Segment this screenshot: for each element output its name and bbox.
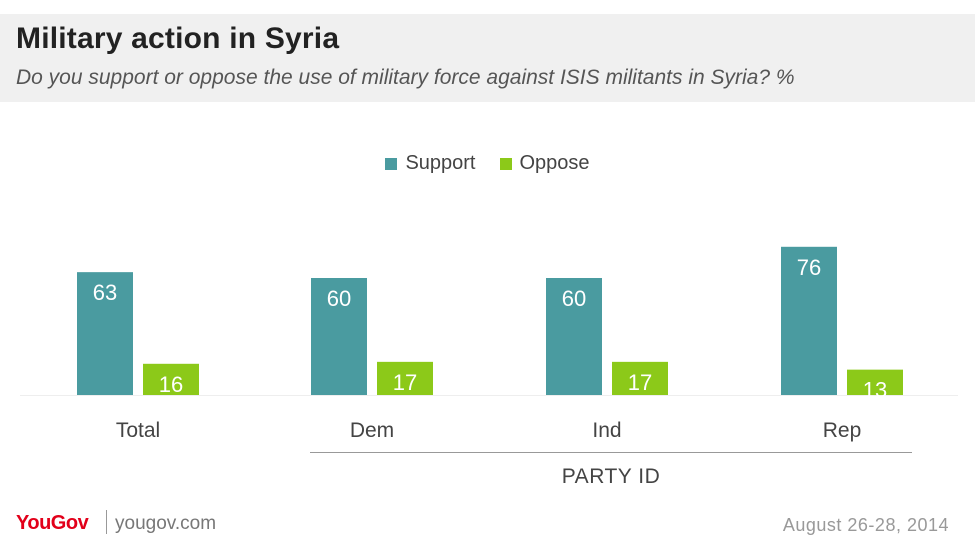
data-label-oppose-total: 16 [159, 372, 183, 397]
x-tick-label-ind: Ind [592, 419, 621, 442]
footer-url: yougov.com [115, 513, 217, 534]
data-label-support-ind: 60 [562, 286, 586, 311]
footer-divider [106, 510, 107, 534]
bar-oppose-ind [612, 361, 668, 395]
data-label-support-dem: 60 [327, 286, 351, 311]
data-label-oppose-dem: 17 [393, 370, 417, 395]
group-label-party-id: PARTY ID [562, 465, 661, 488]
x-tick-label-rep: Rep [823, 419, 862, 442]
legend-item-support: Support [385, 152, 476, 175]
data-label-support-rep: 76 [797, 255, 821, 280]
data-label-oppose-ind: 17 [628, 370, 652, 395]
chart-title: Military action in Syria [16, 22, 340, 55]
bar-support-dem [311, 278, 367, 395]
legend-label-support: Support [405, 152, 476, 174]
chart-subtitle: Do you support or oppose the use of mili… [16, 66, 795, 89]
footer-date: August 26-28, 2014 [782, 515, 949, 535]
legend-item-oppose: Oppose [499, 152, 590, 175]
bar-support-ind [546, 278, 602, 395]
data-label-oppose-rep: 13 [863, 378, 887, 403]
bar-oppose-total [143, 363, 199, 395]
x-tick-label-total: Total [116, 419, 160, 442]
legend-swatch-support [385, 157, 398, 170]
yougov-logo: YouGov [16, 512, 89, 534]
bar-support-rep [781, 246, 837, 395]
bar-oppose-dem [377, 361, 433, 395]
data-label-support-total: 63 [93, 280, 117, 305]
x-tick-label-dem: Dem [350, 419, 394, 442]
chart-header: Military action in Syria Do you support … [0, 14, 975, 102]
bar-oppose-rep [847, 369, 903, 395]
bar-support-total [77, 272, 133, 395]
legend-label-oppose: Oppose [519, 152, 590, 174]
legend-swatch-oppose [499, 157, 512, 170]
chart-legend: Support Oppose [0, 152, 975, 175]
